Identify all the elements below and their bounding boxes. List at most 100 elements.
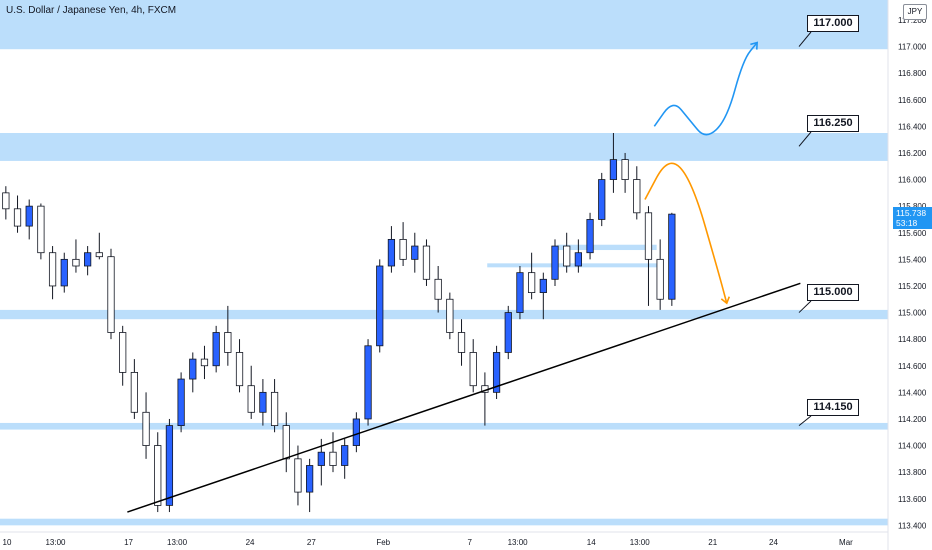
candle-body [200, 358, 209, 367]
candle-body [142, 411, 150, 446]
candle-body [376, 265, 384, 347]
candle-body [387, 238, 396, 267]
level-zone-1 [0, 133, 888, 161]
level-label-115000[interactable]: 115.000 [807, 284, 859, 301]
projection-path-0 [653, 41, 758, 136]
y-tick-label: 115.400 [898, 255, 927, 264]
x-tick-label: Feb [376, 538, 390, 547]
candle-body [212, 332, 220, 367]
candle-body [609, 159, 618, 180]
candle-body [621, 159, 629, 180]
candle-body [48, 252, 57, 287]
candle-body [364, 345, 372, 420]
chart-title: U.S. Dollar / Japanese Yen, 4h, FXCM [6, 5, 177, 16]
candle-body [446, 298, 454, 333]
level-label-114150[interactable]: 114.150 [807, 399, 859, 416]
y-tick-label: 116.400 [898, 122, 927, 131]
x-tick-label: 27 [307, 538, 316, 547]
label-pointer [798, 131, 812, 147]
y-tick-label: 113.600 [898, 495, 927, 504]
level-zone-3 [0, 422, 888, 430]
candle-body [224, 332, 232, 353]
small-zone-1 [487, 263, 657, 268]
label-pointer [798, 31, 812, 47]
currency-label[interactable]: JPY [903, 4, 927, 20]
candle-body [644, 212, 653, 260]
candle-body [504, 312, 512, 353]
candle-body [539, 278, 547, 293]
level-label-116250[interactable]: 116.250 [807, 115, 859, 132]
level-zone-4 [0, 518, 888, 526]
candle-body [633, 179, 641, 214]
candle-body [528, 272, 536, 293]
x-tick-label: 24 [246, 538, 255, 547]
candle-body [563, 245, 571, 267]
x-tick-label: 13:00 [167, 538, 188, 547]
candle-body [37, 205, 45, 254]
candle-body [2, 192, 10, 210]
candle-body [282, 425, 290, 460]
small-zone-0 [557, 244, 657, 251]
candle-body [399, 238, 407, 260]
candle-body [270, 391, 279, 427]
candle-body [457, 332, 466, 353]
candle-body [119, 332, 127, 373]
candle-body [107, 256, 115, 333]
x-tick-label: 21 [708, 538, 717, 547]
candle-body [492, 352, 501, 393]
projection-arrowhead-1 [720, 296, 731, 305]
y-tick-label: 115.600 [898, 229, 927, 238]
candle-body [259, 391, 267, 413]
x-tick-label: 10 [3, 538, 12, 547]
x-tick-label: 13:00 [508, 538, 529, 547]
x-tick-label: 24 [769, 538, 778, 547]
y-tick-label: 116.600 [898, 96, 927, 105]
candle-body [60, 258, 68, 287]
y-tick-label: 116.800 [898, 69, 927, 78]
candle-body [516, 272, 524, 313]
x-tick-label: 14 [587, 538, 596, 547]
x-tick-label: 13:00 [630, 538, 651, 547]
candle-body [130, 371, 138, 413]
candle-body [551, 245, 559, 280]
candle-body [13, 208, 22, 227]
candle-body [469, 352, 477, 387]
candle-body [165, 425, 174, 506]
y-tick-label: 117.000 [898, 43, 927, 52]
y-tick-label: 113.800 [898, 468, 927, 477]
y-tick-label: 115.000 [898, 309, 927, 318]
candle-body [352, 418, 360, 446]
x-tick-label: Mar [839, 538, 853, 547]
candle-body [294, 458, 302, 493]
candle-body [247, 385, 255, 413]
y-tick-label: 114.600 [898, 362, 927, 371]
candle-body [434, 278, 442, 300]
candle-body [329, 451, 337, 466]
y-tick-label: 117.200 [898, 16, 927, 25]
x-tick-label: 13:00 [45, 538, 66, 547]
y-tick-label: 114.400 [898, 388, 927, 397]
candle-body [235, 352, 244, 387]
candle-body [411, 245, 419, 260]
candle-body [586, 219, 594, 254]
level-zone-2 [0, 309, 888, 320]
candle-body [25, 205, 33, 227]
x-tick-label: 7 [467, 538, 472, 547]
y-tick-label: 113.400 [898, 521, 927, 530]
candle-body [422, 245, 431, 280]
candle-body [189, 358, 197, 380]
candle-body [95, 252, 103, 258]
candle-body [154, 445, 162, 506]
level-zone-0 [0, 0, 888, 50]
trendline [127, 282, 801, 513]
candle-body [574, 252, 582, 267]
x-tick-label: 17 [124, 538, 133, 547]
label-pointer [798, 415, 812, 426]
level-label-117000[interactable]: 117.000 [807, 15, 859, 32]
candle-body [72, 258, 80, 267]
candle-body [84, 252, 92, 267]
label-pointer [798, 300, 812, 313]
bar-countdown: 53:18 [896, 218, 918, 228]
current-price-tag: 115.738 53:18 [893, 207, 932, 229]
